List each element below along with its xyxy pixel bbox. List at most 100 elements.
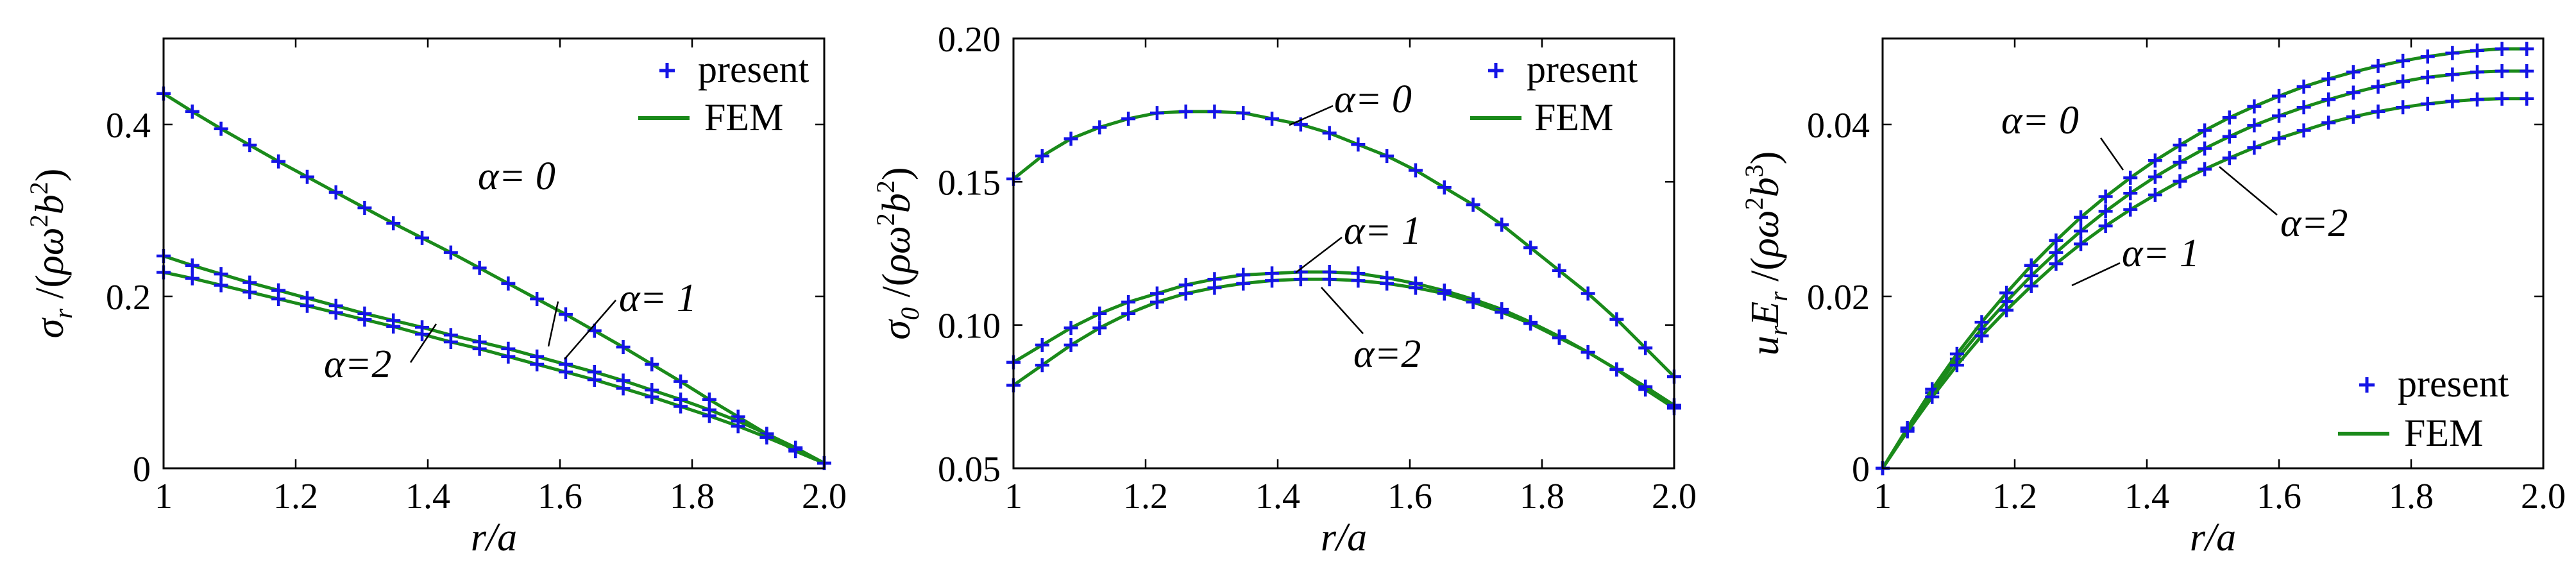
legend-present-marker (659, 63, 675, 78)
series-alpha2-present-point (2321, 115, 2336, 130)
legend-present-marker (1488, 63, 1504, 78)
series-alpha0-present-point (2470, 65, 2484, 80)
x-tick-label: 1 (1004, 477, 1022, 516)
series-alpha2-present-point (1178, 286, 1193, 301)
series-alpha2-present-point (1638, 379, 1653, 394)
series-alpha0-present-point (1236, 106, 1251, 121)
series-alpha0-present-point (415, 230, 430, 245)
series-alpha2-present-point (616, 381, 631, 396)
panel-sigma-theta-marks (1006, 104, 1681, 416)
series-alpha1-present-point (2420, 49, 2435, 64)
series-alpha0-present-point (2495, 64, 2509, 78)
series-alpha1-present-point (185, 258, 199, 273)
series-alpha2-present-point (242, 285, 257, 300)
series-alpha2-present-point (1466, 294, 1480, 309)
series-alpha2-present-point (530, 357, 545, 371)
series-alpha2-present-point (1380, 276, 1394, 291)
series-alpha0-present-point (501, 276, 516, 291)
series-alpha2-present-point (558, 364, 573, 379)
panel-sigma-theta-xlabel: r/a (1321, 516, 1367, 559)
series-alpha1-fem-line (1881, 47, 2527, 470)
series-alpha0-present-point (2198, 141, 2212, 156)
annotation-leader (1321, 287, 1364, 334)
series-alpha2-present-point (443, 335, 458, 350)
x-tick-label: 1.8 (1520, 477, 1564, 516)
y-tick-label: 0.04 (1807, 106, 1870, 146)
y-tick-label: 0.05 (938, 450, 1001, 489)
series-alpha0-present-point (185, 104, 199, 119)
series-alpha1-present-point (2247, 99, 2262, 114)
panel-sigma-r-ticks: 1 1.2 1.4 1.6 1.8 2.0 0 0.2 0.4 (106, 38, 847, 516)
y-tick-label: 0.10 (938, 307, 1001, 346)
series-alpha2-present-point (2247, 140, 2262, 155)
series-alpha2-present-point (731, 419, 745, 434)
series-alpha2-present-point (415, 327, 430, 341)
series-alpha2-present-point (1437, 286, 1452, 301)
x-tick-label: 2.0 (1652, 477, 1697, 516)
series-alpha0-present-point (1149, 106, 1164, 121)
series-alpha1-present-point (2445, 46, 2460, 60)
series-alpha2-present-point (1609, 362, 1624, 377)
series-alpha1-present-point (2074, 210, 2088, 225)
series-alpha1-present-point (2024, 258, 2038, 273)
series-alpha2-present-point (386, 319, 401, 334)
series-alpha2-present-point (2520, 91, 2534, 106)
series-alpha2-present-point (2198, 162, 2212, 176)
panel-sigma-theta-ylabel: σ0 /(ρω2b2) (871, 167, 924, 339)
series-alpha0-present-point (1063, 132, 1078, 146)
x-tick-label: 1.8 (670, 477, 715, 516)
series-alpha0-present-point (2123, 186, 2138, 201)
series-alpha2-present-point (645, 389, 659, 404)
legend-fem-label: FEM (704, 96, 783, 139)
panel-displacement-ylabel: urEr /(ρω2b3) (1740, 151, 1793, 356)
series-alpha2-present-point (271, 292, 286, 307)
series-alpha0-present-point (2098, 204, 2113, 219)
panel-displacement-ticks: 1 1.2 1.4 1.6 1.8 2.0 0 0.02 0.04 (1807, 38, 2566, 516)
annotation-alpha0: α= 0 (478, 155, 555, 198)
series-alpha2-present-point (1999, 303, 2014, 318)
series-alpha2-present-point (587, 372, 602, 387)
series-alpha0-present-point (443, 245, 458, 260)
series-alpha0-present-point (300, 169, 314, 184)
series-alpha0-present-point (2074, 224, 2088, 239)
annotation-alpha0: α= 0 (2001, 99, 2079, 142)
legend-present-label: present (2398, 362, 2509, 405)
series-alpha0-present-point (2247, 118, 2262, 133)
series-alpha2-present-point (1322, 272, 1337, 287)
legend-present-label: present (698, 48, 809, 90)
series-alpha2-present-point (1236, 276, 1251, 291)
series-alpha2-fem-line (163, 271, 826, 465)
series-alpha0-present-point (1035, 149, 1049, 164)
series-alpha2-present-point (472, 341, 487, 356)
series-alpha0-fem-line (162, 92, 825, 465)
x-tick-label: 1.2 (1123, 477, 1168, 516)
annotation-alpha1: α= 1 (2122, 232, 2199, 275)
panel-sigma-r: 1 1.2 1.4 1.6 1.8 2.000.20.4 r/a σr /(ρω2b2) … (24, 37, 847, 559)
series-alpha2-present-point (1495, 305, 1509, 319)
series-alpha0-present-point (328, 185, 343, 200)
panel-sigma-r-frame (162, 37, 826, 470)
series-alpha0-present-point (1638, 341, 1653, 355)
series-alpha2-present-point (357, 312, 372, 327)
series-alpha0-present-point (1178, 104, 1193, 119)
series-alpha2-present-point (2445, 94, 2460, 108)
series-alpha0-present-point (472, 260, 487, 275)
series-alpha1-present-point (2470, 43, 2484, 58)
series-alpha0-present-point (530, 292, 545, 307)
series-alpha2-present-point (2074, 237, 2088, 251)
annotation-leader (547, 301, 559, 347)
series-alpha1-present-point (1092, 306, 1107, 321)
x-tick-label: 1.4 (2124, 477, 2169, 516)
series-alpha0-present-point (645, 357, 659, 371)
series-alpha0-present-point (1495, 217, 1509, 232)
y-tick-label: 0.20 (938, 20, 1001, 60)
series-alpha2-present-point (2024, 278, 2038, 293)
series-alpha2-present-point (788, 442, 803, 457)
series-alpha2-present-point (2173, 174, 2187, 189)
series-alpha0-present-point (2371, 80, 2385, 94)
series-alpha1-present-point (2173, 138, 2187, 153)
annotation-alpha0: α= 0 (1334, 78, 1412, 121)
y-tick-label: 0.02 (1807, 278, 1870, 318)
panel-sigma-theta-legend: present FEM (1470, 48, 1638, 139)
panel-sigma-r-legend: present FEM (638, 48, 809, 139)
